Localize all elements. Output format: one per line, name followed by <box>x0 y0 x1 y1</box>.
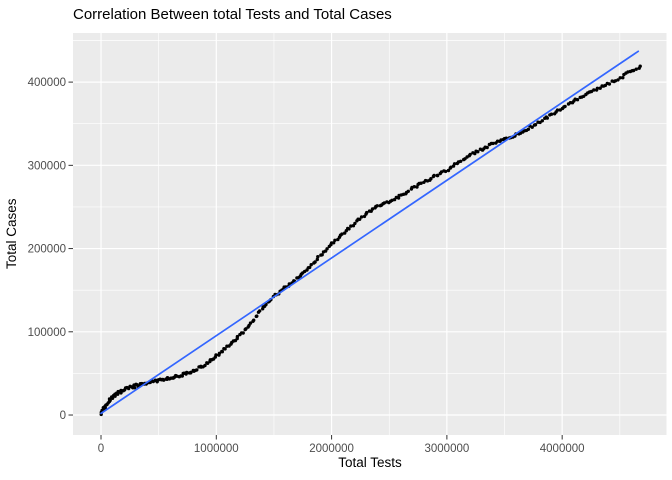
data-point <box>476 150 480 154</box>
x-tick-label: 3000000 <box>424 443 469 455</box>
data-point <box>113 394 117 398</box>
data-point <box>347 227 351 231</box>
data-point <box>287 282 291 286</box>
data-point <box>108 398 112 403</box>
data-point <box>491 141 495 146</box>
minor-gridlines <box>73 33 667 435</box>
data-point <box>217 351 222 355</box>
data-point <box>353 221 357 226</box>
data-point <box>530 125 534 129</box>
data-point <box>220 350 224 354</box>
y-tick-label: 100000 <box>28 327 66 339</box>
data-point <box>540 119 544 123</box>
data-point <box>621 76 625 80</box>
data-point <box>333 238 337 242</box>
regression-line <box>100 50 640 415</box>
data-point <box>309 263 313 267</box>
data-point <box>452 162 457 166</box>
data-point <box>325 247 329 251</box>
y-tick-label: 300000 <box>28 160 66 172</box>
data-point <box>406 189 410 193</box>
data-point <box>223 347 227 351</box>
data-point <box>485 145 489 150</box>
data-point <box>189 370 193 374</box>
data-point <box>549 112 554 116</box>
x-axis-title: Total Tests <box>338 455 402 470</box>
data-point <box>631 68 636 73</box>
y-tick-label: 200000 <box>28 244 66 256</box>
data-point <box>320 253 324 257</box>
data-point <box>449 165 453 169</box>
data-point <box>359 215 364 219</box>
data-point <box>180 374 184 378</box>
data-point <box>575 98 580 102</box>
data-point <box>555 108 560 112</box>
plot-title: Correlation Between total Tests and Tota… <box>73 6 392 23</box>
data-point <box>195 368 199 372</box>
x-tick-label: 4000000 <box>540 443 585 455</box>
panel-background <box>73 33 667 435</box>
data-point <box>316 255 320 259</box>
data-point <box>248 321 253 325</box>
data-point <box>313 260 317 264</box>
data-point <box>349 224 353 228</box>
x-tick-label: 2000000 <box>309 443 354 455</box>
major-gridlines <box>73 33 667 435</box>
data-point <box>375 204 379 208</box>
data-point <box>592 88 596 92</box>
data-point <box>412 185 416 189</box>
data-point <box>340 232 344 236</box>
data-point <box>343 231 347 235</box>
data-point <box>533 123 538 127</box>
data-point <box>203 363 207 368</box>
data-point <box>618 76 622 80</box>
data-point <box>110 396 115 400</box>
data-point <box>634 67 638 71</box>
x-tick-label: 1000000 <box>194 443 239 455</box>
data-point <box>365 210 369 215</box>
data-point <box>255 314 259 318</box>
data-point <box>563 104 567 109</box>
data-point <box>436 173 440 178</box>
data-point <box>419 181 423 185</box>
data-point <box>638 64 642 68</box>
data-point <box>252 318 256 322</box>
data-point <box>258 309 262 313</box>
data-point <box>214 353 218 357</box>
scatter-points <box>99 64 642 417</box>
axis-tick-marks <box>68 81 563 440</box>
data-point <box>241 331 245 335</box>
data-point <box>308 265 312 270</box>
data-point <box>446 168 451 173</box>
data-point <box>432 173 436 178</box>
data-point <box>244 327 248 331</box>
axis-tick-labels: 0 1000000 2000000 3000000 4000000 0 100000 2000… <box>28 77 585 455</box>
data-point <box>616 78 620 82</box>
data-point <box>415 185 419 189</box>
data-point <box>607 82 612 86</box>
data-point <box>315 257 319 262</box>
data-point <box>429 177 433 181</box>
data-point <box>443 169 448 174</box>
data-point <box>370 207 375 211</box>
y-tick-label: 0 <box>60 410 66 422</box>
data-point <box>468 152 472 157</box>
data-point <box>598 86 602 90</box>
data-point <box>526 127 531 131</box>
data-point <box>595 86 600 91</box>
data-point <box>358 217 362 221</box>
data-point <box>459 159 463 163</box>
y-axis-title: Total Cases <box>4 198 19 270</box>
y-tick-label: 400000 <box>28 77 66 89</box>
data-point <box>185 370 189 375</box>
data-point <box>133 386 137 390</box>
x-tick-label: 0 <box>98 443 104 455</box>
data-point <box>235 334 240 339</box>
data-point <box>545 116 549 120</box>
